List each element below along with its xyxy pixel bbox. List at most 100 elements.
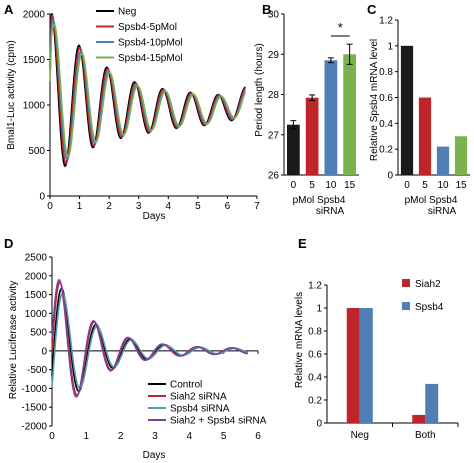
panel-b-bar-2	[324, 60, 338, 175]
panel-c-y-axis-label: Relative Spsb4 mRNA level	[369, 39, 380, 161]
panel-e-bar-0-1	[359, 308, 373, 423]
panel-a-series-line-3	[49, 23, 246, 159]
panel-c-y-tick-label: 0.6	[379, 93, 393, 104]
panel-a-x-tick-label: 1	[77, 201, 83, 212]
panel-e-category-label-1: Both	[415, 430, 436, 441]
panel-c-bar-0	[400, 45, 414, 176]
panel-e-y-tick-label: 0	[316, 419, 322, 430]
panel-a-y-axis-label: Bmal1-Luc activity (cpm)	[6, 40, 17, 149]
panel-letter-c: C	[367, 2, 377, 17]
panel-b-bar-3	[343, 54, 356, 175]
panel-e-bar-chart: Relative mRNA levels 0 0.2 0.4 0.6 0.8 1 1.2 Ne…	[294, 279, 459, 441]
panel-c-category-label-3: 15	[455, 180, 467, 191]
panel-c-bar-1	[418, 97, 432, 175]
panel-a-x-tick-label: 2	[106, 201, 112, 212]
panel-a-y-tick-label: 1500	[23, 55, 46, 66]
panel-b-category-label-1: 5	[309, 180, 315, 191]
panel-d-y-tick-label: 2500	[25, 253, 48, 264]
panel-a-x-tick-label: 5	[195, 201, 201, 212]
panel-a-x-tick-label: 7	[254, 201, 260, 212]
panel-c-category-label-0: 0	[404, 180, 410, 191]
panel-a-y-tick-label: 500	[28, 146, 45, 157]
panel-d-y-tick-label: 1000	[25, 309, 48, 320]
panel-d-x-tick-label: 3	[152, 431, 158, 442]
panel-c-y-tick-label: 1	[387, 41, 393, 52]
panel-b-bar-chart: Period length (hours) pMol Spsb4 siRNA 2…	[254, 10, 359, 217]
panel-c-y-tick-label: 0.8	[379, 67, 393, 78]
panel-a-legend-label-1: Spsb4-5pMol	[118, 22, 177, 33]
panel-e-y-tick-label: 0.4	[308, 373, 322, 384]
panel-a-line-chart: Bmal1-Luc activity (cpm) Days 0500100015…	[6, 7, 260, 223]
panel-b-y-tick-label: 29	[268, 50, 280, 61]
panel-b-bar-0	[287, 124, 300, 175]
panel-e-y-tick-label: 0.6	[308, 350, 322, 361]
panel-d-x-tick-label: 1	[84, 431, 90, 442]
panel-e-y-tick-label: 1.2	[308, 281, 322, 292]
panel-e-legend-swatch-0	[402, 279, 410, 287]
panel-c-x-label-line1: pMol Spsb4	[405, 195, 458, 206]
panel-e-legend-swatch-1	[402, 302, 410, 310]
panel-d-x-tick-label: 4	[187, 431, 193, 442]
panel-b-significance-star: *	[338, 20, 343, 35]
panel-b-category-label-0: 0	[291, 180, 297, 191]
panel-a-x-tick-label: 3	[136, 201, 142, 212]
panel-d-y-axis-label: Relative Luciferase activity	[8, 281, 19, 399]
panel-c-y-tick-label: 0.4	[379, 119, 393, 130]
panel-e-y-axis-label: Relative mRNA levels	[294, 292, 305, 388]
panel-d-y-tick-label: 2000	[25, 271, 48, 282]
panel-d-legend-label-2: Spsb4 siRNA	[170, 404, 230, 415]
panel-a-x-tick-label: 0	[47, 201, 53, 212]
panel-e-category-label-0: Neg	[351, 430, 369, 441]
panel-b-y-axis-label: Period length (hours)	[254, 43, 265, 136]
panel-d-y-tick-label: 0	[41, 346, 47, 357]
panel-d-x-tick-label: 6	[255, 431, 261, 442]
panel-e-legend-label-1: Spsb4	[415, 302, 444, 313]
panel-d-series-line-3	[51, 279, 248, 398]
panel-c-x-label-line2: siRNA	[428, 206, 457, 217]
panel-b-y-tick-label: 28	[268, 90, 280, 101]
panel-b-x-label-line1: pMol Spsb4	[293, 195, 346, 206]
panel-a-legend-label-2: Spsb4-10pMol	[118, 38, 182, 49]
panel-d-y-tick-label: -1000	[21, 384, 47, 395]
panel-c-category-label-2: 10	[437, 180, 449, 191]
panel-c-y-tick-label: 0.2	[379, 145, 393, 156]
panel-e-bar-0-0	[346, 308, 360, 423]
panel-e-y-tick-label: 0.2	[308, 396, 322, 407]
panel-d-x-tick-label: 2	[118, 431, 124, 442]
panel-e-legend-label-0: Siah2	[415, 279, 441, 290]
panel-d-legend-label-3: Siah2 + Spsb4 siRNA	[170, 416, 267, 427]
panel-c-y-tick-label: 0	[387, 171, 393, 182]
panel-a-y-tick-label: 2000	[23, 10, 46, 21]
panel-a-y-tick-label: 1000	[23, 101, 46, 112]
panel-a-x-tick-label: 6	[225, 201, 231, 212]
panel-d-legend-label-1: Siah2 siRNA	[170, 392, 227, 403]
panel-c-bar-3	[454, 136, 468, 175]
panel-letter-d: D	[4, 236, 13, 251]
panel-b-category-label-2: 10	[325, 180, 337, 191]
panel-a-x-tick-label: 4	[166, 201, 172, 212]
panel-letter-e: E	[298, 236, 307, 251]
panel-b-y-tick-label: 27	[268, 130, 280, 141]
panel-c-y-tick-label: 1.2	[379, 16, 393, 27]
panel-e-y-tick-label: 0.8	[308, 327, 322, 338]
panel-a-legend-label-0: Neg	[118, 7, 136, 18]
panel-d-y-tick-label: 1500	[25, 290, 48, 301]
panel-d-x-tick-label: 5	[221, 431, 227, 442]
panel-d-x-tick-label: 0	[49, 431, 55, 442]
panel-b-bar-1	[305, 97, 319, 175]
panel-d-x-axis-label: Days	[143, 450, 166, 461]
panel-d-y-tick-label: -1500	[21, 403, 47, 414]
panel-letter-b: B	[262, 2, 271, 17]
panel-b-y-tick-label: 30	[268, 10, 280, 21]
panel-e-bar-1-1	[425, 383, 439, 423]
panel-d-line-chart: Relative Luciferase activity Days -2000 -…	[8, 253, 267, 462]
panel-d-legend-label-0: Control	[170, 380, 202, 391]
panel-a-y-tick-label: 0	[39, 192, 45, 203]
panel-e-y-tick-label: 1	[316, 304, 322, 315]
panel-d-y-tick-label: -2000	[21, 422, 47, 433]
panel-letter-a: A	[4, 2, 14, 17]
panel-b-x-label-line2: siRNA	[316, 206, 345, 217]
panel-d-y-tick-label: 500	[30, 328, 47, 339]
panel-d-y-tick-label: -500	[27, 365, 47, 376]
